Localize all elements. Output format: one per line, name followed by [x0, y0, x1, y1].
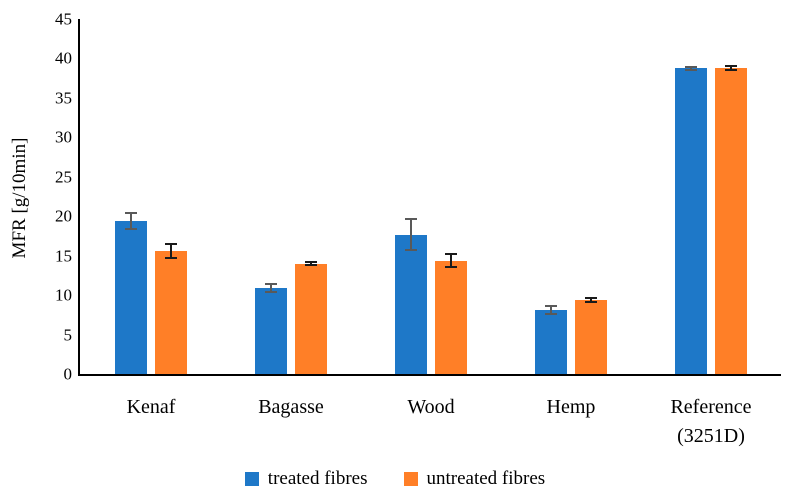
y-tick-label: 5 — [63, 325, 73, 345]
error-bar-cap — [685, 65, 697, 68]
error-bar-cap — [685, 68, 697, 71]
error-bar-cap — [305, 264, 317, 267]
error-bar-cap — [265, 283, 277, 286]
error-bar-cap — [445, 253, 457, 256]
error-bar — [450, 254, 452, 267]
error-bar-cap — [305, 261, 317, 264]
error-bar — [590, 297, 592, 303]
error-bar — [270, 284, 272, 293]
legend-swatch-icon — [244, 472, 259, 486]
error-bar — [130, 213, 132, 230]
error-bar-cap — [725, 64, 737, 67]
bar-untreated-hemp — [575, 300, 607, 374]
error-bar-cap — [445, 265, 457, 268]
bar-treated-hemp — [535, 310, 567, 374]
bar-untreated-bagasse — [295, 263, 327, 374]
legend-item-untreated-fibres: untreated fibres — [403, 468, 546, 490]
x-category-label-hemp: Hemp — [546, 396, 596, 418]
y-tick-label: 10 — [55, 285, 72, 305]
y-tick-label: 0 — [63, 364, 73, 384]
legend-item-treated-fibres: treated fibres — [244, 468, 368, 490]
legend-swatch-icon — [403, 472, 418, 486]
bar-treated-reference-3251d — [675, 68, 707, 374]
error-bar-cap — [165, 243, 177, 246]
error-bar — [690, 66, 692, 70]
legend-label: treated fibres — [267, 468, 368, 489]
error-bar-cap — [585, 296, 597, 299]
error-bar-cap — [405, 217, 417, 220]
bar-untreated-wood — [435, 260, 467, 374]
bar-untreated-kenaf — [155, 251, 187, 374]
x-category-label-kenaf: Kenaf — [126, 396, 176, 418]
error-bar — [730, 65, 732, 71]
y-tick-label: 40 — [55, 49, 72, 69]
error-bar-cap — [545, 305, 557, 308]
bar-treated-kenaf — [115, 221, 147, 374]
error-bar-cap — [125, 212, 137, 215]
error-bar-cap — [265, 291, 277, 294]
x-category-label-wood: Wood — [407, 396, 455, 418]
x-category-label-reference-3251d: Reference (3251D) — [670, 396, 752, 447]
error-bar — [410, 218, 412, 251]
y-tick-label: 20 — [55, 206, 72, 226]
error-bar-cap — [165, 257, 177, 260]
error-bar — [550, 306, 552, 315]
error-bar-cap — [545, 313, 557, 316]
bar-treated-wood — [395, 234, 427, 374]
y-tick-label: 25 — [55, 167, 72, 187]
chart-legend: treated fibres untreated fibres — [0, 468, 790, 490]
x-axis-line — [78, 374, 781, 376]
bar-untreated-reference-3251d — [715, 68, 747, 374]
error-bar — [310, 262, 312, 266]
error-bar — [170, 244, 172, 259]
y-tick-label: 45 — [55, 9, 72, 29]
y-tick-label: 30 — [55, 127, 72, 147]
bar-treated-bagasse — [255, 288, 287, 374]
y-axis-line — [78, 19, 80, 376]
y-tick-label: 15 — [55, 246, 72, 266]
error-bar-cap — [725, 69, 737, 72]
y-tick-label: 35 — [55, 88, 72, 108]
error-bar-cap — [125, 228, 137, 231]
error-bar-cap — [585, 301, 597, 304]
error-bar-cap — [405, 249, 417, 252]
x-category-label-bagasse: Bagasse — [258, 396, 324, 418]
legend-label: untreated fibres — [426, 468, 546, 489]
